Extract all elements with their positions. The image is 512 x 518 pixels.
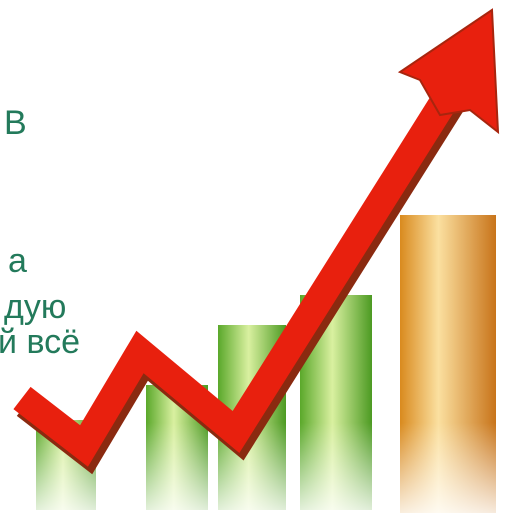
arrow-head xyxy=(397,8,500,135)
text-fragment: В xyxy=(4,104,27,142)
floor-fade xyxy=(30,200,500,518)
bars xyxy=(30,200,500,518)
arrow xyxy=(13,8,500,475)
text-fragment: а xyxy=(8,242,27,280)
text-fragments: В а дую й всё xyxy=(0,104,80,361)
arrow-body xyxy=(13,87,460,467)
text-fragment: й всё xyxy=(0,323,80,361)
text-fragment: дую xyxy=(4,288,66,326)
